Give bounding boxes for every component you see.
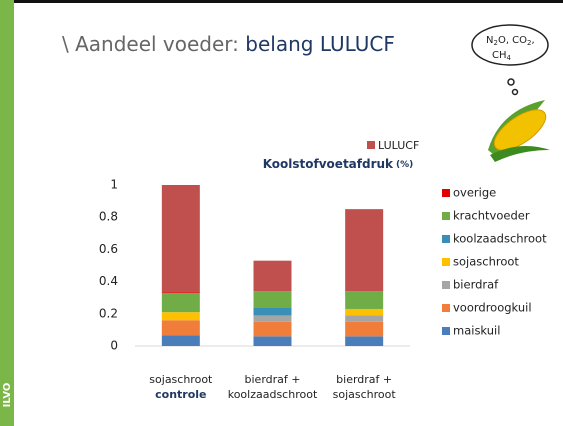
legend-label: krachtvoeder <box>453 209 530 223</box>
bar-segment <box>345 291 384 309</box>
cloud-text: CH4 <box>492 50 512 62</box>
y-tick-label: 0.2 <box>99 306 118 320</box>
legend-label: bierdraf <box>453 278 499 292</box>
legend-swatch <box>367 141 375 149</box>
bar-segment <box>161 335 200 346</box>
cloud-text: N2O, CO2, <box>486 35 535 47</box>
bar-segment <box>161 292 200 313</box>
y-tick-label: 0.8 <box>99 210 118 224</box>
slide-title: \ Aandeel voeder: belang LULUCF <box>62 32 395 56</box>
y-tick-label: 0.6 <box>99 242 118 256</box>
bar-segment <box>345 308 384 316</box>
legend-swatch <box>442 235 450 243</box>
legend-label: LULUCF <box>378 139 419 152</box>
bar-segment <box>345 315 384 322</box>
legend-swatch <box>442 327 450 335</box>
bar-segment <box>253 291 292 308</box>
side-bar <box>0 0 14 426</box>
y-tick-label: 0 <box>110 339 118 353</box>
x-tick-label: bierdraf + <box>245 373 301 386</box>
bar-segment <box>253 260 292 292</box>
legend-swatch <box>442 212 450 220</box>
bar-segment <box>253 336 292 346</box>
bar-segment <box>161 312 200 321</box>
chart-title: Koolstofvoetafdruk (%) <box>263 157 414 171</box>
x-tick-label: controle <box>155 388 206 401</box>
bar-segment <box>253 307 292 316</box>
bar-segment <box>345 336 384 346</box>
legend-label: koolzaadschroot <box>453 232 547 246</box>
chart-unit: (%) <box>396 160 413 170</box>
chart: Koolstofvoetafdruk (%) 0 0.2 0.4 0.6 0.8 1 sojas… <box>99 139 547 401</box>
top-border <box>0 0 563 3</box>
thought-cloud: N2O, CO2, CH4 <box>471 24 549 96</box>
corn-icon <box>488 100 550 162</box>
legend-label: maiskuil <box>453 324 500 338</box>
x-tick-label: sojaschroot <box>149 373 213 386</box>
logo: ILVO <box>2 383 13 408</box>
x-tick-label: koolzaadschroot <box>228 388 318 401</box>
y-tick-label: 1 <box>110 178 118 192</box>
legend-label: sojaschroot <box>453 255 519 269</box>
legend-swatch <box>442 281 450 289</box>
legend-label: overige <box>453 186 496 200</box>
chart-title-text: Koolstofvoetafdruk <box>263 157 394 171</box>
bar-segment <box>161 320 200 336</box>
x-tick-label: sojaschroot <box>333 388 397 401</box>
bar-segment <box>345 321 384 337</box>
legend-swatch <box>442 258 450 266</box>
bar-segment <box>253 321 292 337</box>
bar-segment <box>345 209 384 292</box>
bar-segment <box>253 315 292 322</box>
bar-segment <box>161 292 200 293</box>
legend-swatch <box>442 189 450 197</box>
y-tick-label: 0.4 <box>99 274 118 288</box>
title-part: \ Aandeel voeder: <box>62 32 245 56</box>
bar-segment <box>161 185 200 293</box>
title-highlight: belang LULUCF <box>245 32 395 56</box>
legend-swatch <box>442 304 450 312</box>
legend-label: voordroogkuil <box>453 301 532 315</box>
x-tick-label: bierdraf + <box>336 373 392 386</box>
